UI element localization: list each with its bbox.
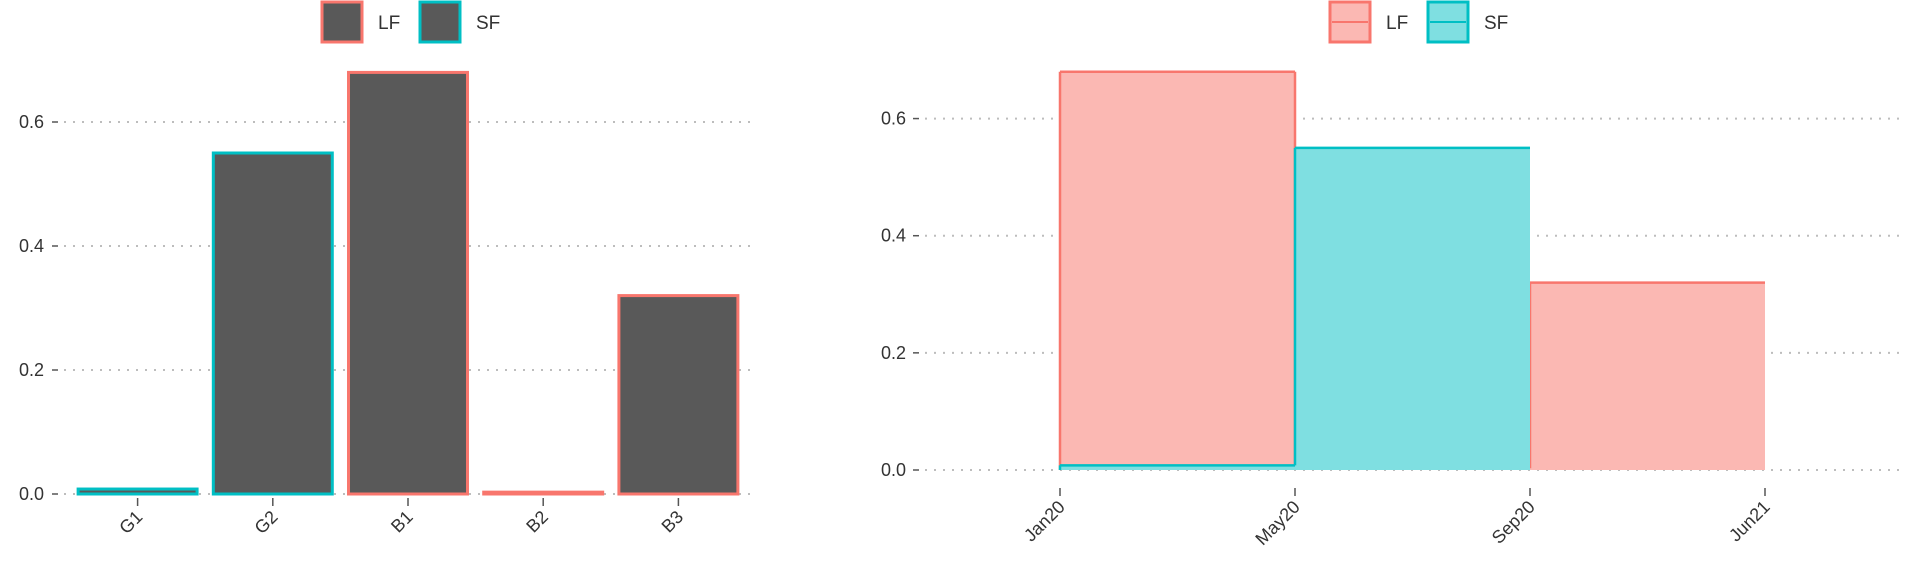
y-tick-label: 0.2 (19, 360, 44, 380)
bar-chart: 0.0 0.2 0.4 0.6 G1 G2 B1 B2 B3 LF SF (19, 0, 752, 538)
area-sf-may20 (1295, 147, 1530, 470)
y-tick-label: 0.2 (881, 343, 906, 363)
y-tick-label: 0.6 (881, 109, 906, 129)
x-tick-label: G1 (115, 507, 146, 538)
y-tick-label: 0.0 (19, 484, 44, 504)
x-tick-label: B2 (522, 507, 552, 537)
y-tick-label: 0.4 (881, 226, 906, 246)
y-tick-label: 0.6 (19, 112, 44, 132)
legend-label: SF (1484, 13, 1508, 34)
bar-g2 (211, 151, 334, 496)
x-tick-label: B3 (658, 507, 688, 537)
x-tick-label: May20 (1251, 497, 1303, 549)
series-sf (1058, 146, 1530, 470)
legend-label: SF (476, 13, 500, 34)
area-lf-jan20 (1060, 71, 1295, 470)
x-tick-label: Sep20 (1488, 497, 1539, 548)
bar-g1 (76, 487, 199, 496)
bar-b2 (482, 490, 605, 496)
bar-b1 (347, 70, 469, 496)
area-lf-sep20 (1530, 282, 1765, 470)
bar-b3 (617, 294, 740, 496)
y-tick-label: 0.4 (19, 236, 44, 256)
y-tick-label: 0.0 (881, 460, 906, 480)
series-lf (1058, 70, 1765, 470)
x-tick-label: B1 (387, 507, 417, 537)
legend-key-lf (320, 0, 364, 44)
x-tick-label: Jan20 (1020, 497, 1069, 546)
area-sf-jan20 (1060, 465, 1295, 470)
legend-label: LF (1386, 13, 1408, 34)
x-tick-label: Jun21 (1725, 497, 1774, 546)
x-tick-label: G2 (251, 507, 282, 538)
legend-label: LF (378, 13, 400, 34)
step-area-chart: 0.0 0.2 0.4 0.6 Jan20 May20 Sep20 Jun21 LF SF (881, 0, 1905, 549)
legend-key-sf (418, 0, 462, 44)
